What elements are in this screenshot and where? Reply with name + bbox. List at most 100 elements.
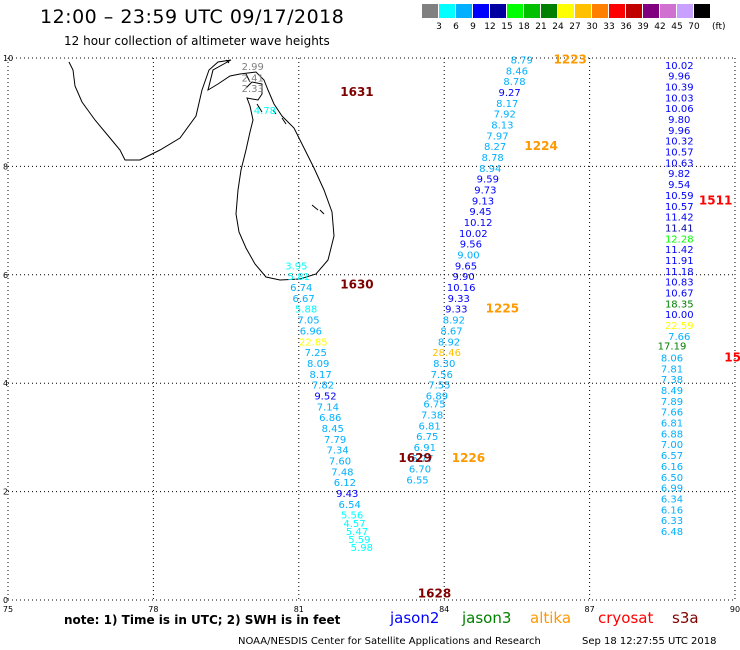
legend-swatch	[592, 4, 608, 18]
track-1224: 8.788.949.599.739.139.4510.1210.029.569.…	[445, 139, 558, 316]
wave-height-value: 7.92	[494, 110, 516, 121]
wave-height-value: 4.57	[343, 519, 365, 530]
wave-height-value: 8.92	[443, 316, 465, 327]
wave-height-value: 10.63	[665, 158, 694, 169]
wave-height-value: 6.67	[293, 294, 315, 305]
wave-height-value: 10.57	[665, 148, 694, 159]
wave-height-value: 28.46	[432, 348, 461, 359]
wave-height-value: 6.74	[290, 283, 312, 294]
wave-height-value: 5.81	[288, 272, 310, 283]
wave-height-value: 8.30	[433, 359, 455, 370]
wave-height-value: 6.75	[416, 432, 438, 443]
altimeter-tracks: 2.992.412.334.7816318.798.468.789.278.17…	[242, 52, 740, 600]
wave-height-value: 9.96	[668, 72, 690, 83]
track-time-label: 1630	[340, 277, 373, 291]
wave-height-value: 7.66	[668, 332, 690, 343]
wave-height-value: 9.59	[477, 175, 499, 186]
wave-height-value: 7.82	[312, 381, 334, 392]
legend-label: 42	[654, 22, 666, 32]
y-tick-label: 2	[3, 488, 8, 497]
wave-height-value: 9.45	[469, 207, 491, 218]
wave-height-value: 8.92	[438, 337, 460, 348]
wave-height-value: 6.55	[406, 475, 428, 486]
wave-height-value: 10.00	[665, 310, 694, 321]
wave-height-value: 6.91	[414, 443, 436, 454]
legend-swatch	[558, 4, 574, 18]
wave-height-value: 6.81	[661, 419, 683, 430]
wave-height-value: 9.13	[472, 196, 494, 207]
wave-height-value: 8.78	[482, 153, 504, 164]
wave-height-value: 7.81	[661, 364, 683, 375]
y-tick-label: 6	[3, 271, 8, 280]
legend-label: 6	[453, 22, 459, 32]
wave-height-value: 2.99	[242, 62, 264, 73]
wave-height-value: 8.27	[484, 142, 506, 153]
track-1225: 8.928.678.9228.468.307.567.556.896.757.3…	[406, 302, 519, 487]
legend-label: 3	[436, 22, 442, 32]
wave-height-value: 8.67	[440, 326, 462, 337]
legend-swatch	[507, 4, 523, 18]
wave-height-value: 8.13	[491, 120, 513, 131]
wave-height-value: 11.41	[665, 223, 694, 234]
wave-height-value: 7.00	[661, 440, 683, 451]
legend-label: 33	[603, 22, 615, 32]
y-tick-label: 4	[3, 379, 8, 388]
legend-label: 15	[501, 22, 513, 32]
legend-label: 70	[688, 22, 700, 32]
wave-height-value: 8.78	[503, 77, 525, 88]
wave-height-value: 6.99	[661, 484, 683, 495]
wave-height-value: 18.35	[665, 299, 694, 310]
wave-height-value: 6.16	[661, 505, 683, 516]
satellite-altika: altika	[530, 609, 572, 627]
wave-height-value: 6.33	[661, 516, 683, 527]
wave-height-value: 6.48	[661, 527, 683, 538]
wave-height-value: 2.33	[242, 84, 264, 95]
legend-label: 27	[569, 22, 581, 32]
wave-height-value: 10.32	[665, 137, 694, 148]
legend-swatch	[660, 4, 676, 18]
footer-timestamp: Sep 18 12:27:55 UTC 2018	[582, 636, 717, 647]
track-1628: 1628	[418, 586, 451, 600]
track-1629: 7.607.486.129.436.545.564.575.475.595.98…	[329, 451, 432, 554]
wave-height-value: 11.42	[665, 213, 694, 224]
wave-height-value: 8.46	[506, 66, 528, 77]
wave-height-value: 7.60	[329, 457, 351, 468]
wave-height-value: 10.39	[665, 83, 694, 94]
satellite-s3a: s3a	[672, 609, 699, 627]
wave-height-value: 5.56	[341, 511, 363, 522]
legend-label: 24	[552, 22, 564, 32]
legend-label: 12	[484, 22, 496, 32]
legend-swatch	[575, 4, 591, 18]
wave-height-value: 11.91	[665, 256, 694, 267]
x-tick-label: 78	[148, 605, 158, 614]
wave-height-value: 7.79	[324, 435, 346, 446]
wave-height-value: 9.54	[668, 180, 690, 191]
track-15: 17.198.067.817.388.497.897.666.816.887.0…	[658, 342, 740, 538]
wave-height-value: 8.79	[511, 55, 533, 66]
wave-height-value: 12.28	[665, 234, 694, 245]
page-subtitle: 12 hour collection of altimeter wave hei…	[64, 34, 330, 48]
track-time-label: 1511	[699, 193, 732, 207]
legend-label: 45	[671, 22, 683, 32]
legend-label: 21	[535, 22, 547, 32]
wave-height-value: 6.86	[319, 413, 341, 424]
legend-swatch	[694, 4, 710, 18]
legend-swatch	[541, 4, 557, 18]
wave-height-value: 7.34	[326, 446, 348, 457]
wave-height-value: 9.27	[498, 88, 520, 99]
wave-height-value: 10.02	[665, 61, 694, 72]
wave-height-value: 8.17	[309, 370, 331, 381]
track-time-label: 1629	[398, 451, 431, 465]
wave-height-value: 8.45	[322, 424, 344, 435]
wave-height-value: 7.38	[661, 375, 683, 386]
track-time-label: 1225	[486, 302, 519, 316]
wave-height-value: 11.42	[665, 245, 694, 256]
y-tick-label: 10	[3, 54, 13, 63]
wave-height-value: 7.56	[431, 370, 453, 381]
wave-height-value: 7.25	[305, 348, 327, 359]
wave-height-value: 7.55	[428, 381, 450, 392]
legend-label: 39	[637, 22, 649, 32]
map-grid	[7, 57, 736, 601]
wave-height-value: 10.16	[447, 283, 476, 294]
